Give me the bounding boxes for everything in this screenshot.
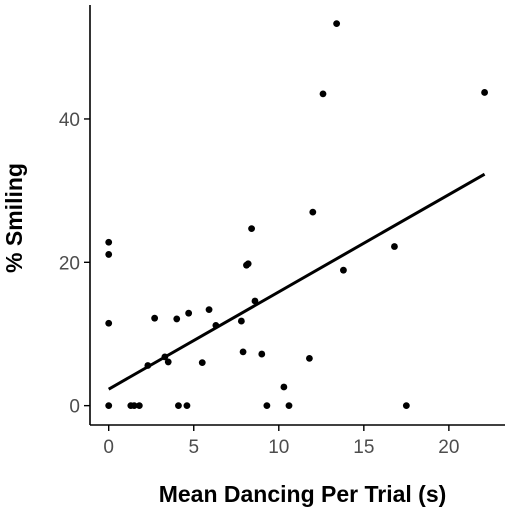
data-point <box>173 315 181 323</box>
data-point <box>130 402 138 410</box>
data-point <box>105 402 113 410</box>
data-point <box>175 402 182 410</box>
data-point <box>135 402 143 410</box>
data-point <box>391 243 398 250</box>
y-tick-label: 40 <box>59 110 80 131</box>
data-point <box>309 208 317 216</box>
data-point <box>402 402 410 410</box>
data-point <box>185 309 193 317</box>
data-point <box>105 319 113 327</box>
data-point <box>340 266 347 274</box>
x-tick-label: 10 <box>268 437 289 458</box>
data-point <box>280 383 288 391</box>
data-point <box>198 359 206 367</box>
data-point <box>151 314 159 322</box>
y-axis-title: % Smiling <box>1 163 27 273</box>
y-axis-ticks: 0 20 40 <box>59 110 90 418</box>
data-point <box>239 348 247 356</box>
data-point <box>237 317 245 325</box>
x-axis-title: Mean Dancing Per Trial (s) <box>159 481 447 507</box>
data-point <box>319 90 327 98</box>
data-point <box>481 89 488 96</box>
data-point <box>105 251 113 258</box>
x-tick-label: 5 <box>188 437 199 458</box>
data-point <box>244 260 252 268</box>
data-point <box>263 402 271 410</box>
data-point <box>258 350 266 358</box>
data-point <box>333 20 341 28</box>
y-tick-label: 0 <box>69 397 80 418</box>
regression-line <box>107 172 486 391</box>
data-point <box>285 402 293 410</box>
data-point <box>251 297 259 305</box>
x-tick-label: 0 <box>103 437 114 458</box>
x-tick-label: 20 <box>438 437 459 458</box>
data-point <box>248 225 255 233</box>
data-point <box>164 358 172 366</box>
y-tick-label: 20 <box>59 253 80 274</box>
x-axis-ticks: 0 5 10 15 20 <box>103 425 459 458</box>
data-point <box>105 238 113 246</box>
data-point <box>306 354 313 362</box>
data-point <box>205 306 213 314</box>
points-layer <box>105 20 488 410</box>
data-point <box>183 402 191 410</box>
x-tick-label: 15 <box>353 437 374 458</box>
